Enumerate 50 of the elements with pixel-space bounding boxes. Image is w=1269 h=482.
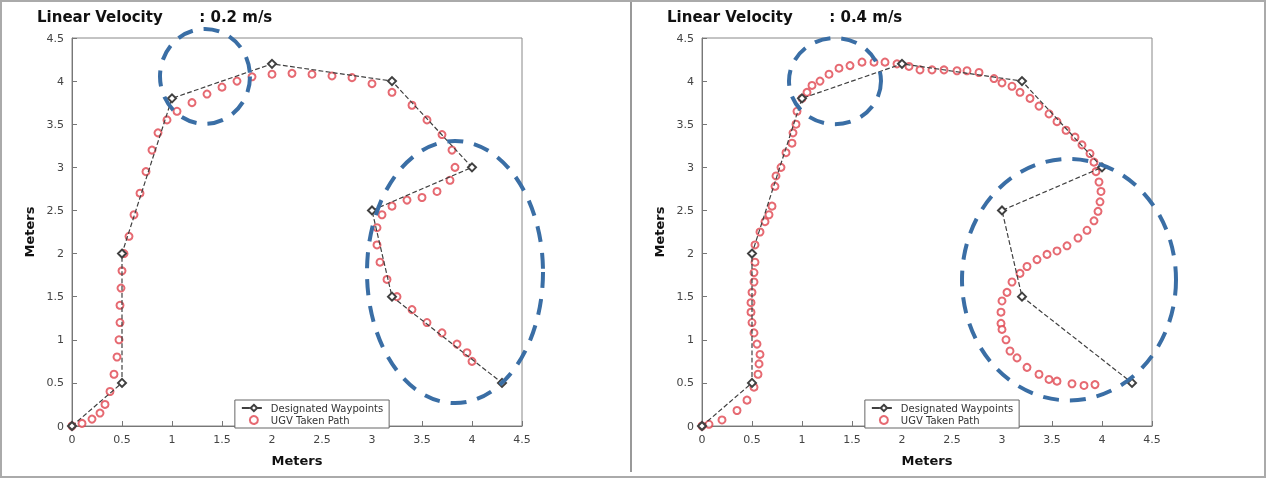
x-tick-label: 4 [468,433,476,446]
x-tick-label: 2.5 [943,433,961,446]
y-tick-label: 2.5 [676,203,694,217]
y-tick-label: 0 [57,419,64,433]
y-tick-label: 1 [687,333,694,347]
y-tick-label: 3 [687,160,694,174]
y-tick-label: 4 [57,74,64,88]
y-tick-label: 0.5 [676,376,694,390]
x-tick-label: 3 [368,433,376,446]
y-tick-label: 0.5 [46,376,64,390]
chart-title: Linear Velocity : 0.4 m/s [667,7,903,26]
chart-title: Linear Velocity : 0.2 m/s [37,7,273,26]
x-tick-label: 2 [268,433,276,446]
x-tick-label: 0 [698,433,706,446]
x-tick-label: 2.5 [313,433,331,446]
y-tick-label: 1.5 [676,290,694,304]
x-tick-label: 2 [898,433,906,446]
y-tick-label: 2 [57,247,64,261]
y-tick-label: 2 [687,247,694,261]
y-tick-label: 3 [57,160,64,174]
x-tick-label: 4.5 [513,433,531,446]
y-tick-label: 1 [57,333,64,347]
y-tick-label: 4.5 [46,31,64,45]
x-tick-label: 3 [998,433,1006,446]
y-tick-label: 1.5 [46,290,64,304]
y-tick-label: 3.5 [46,117,64,131]
legend-label: Designated Waypoints [270,402,384,414]
x-tick-label: 1 [168,433,176,446]
legend-label: Designated Waypoints [900,402,1014,414]
x-tick-label: 3.5 [1043,433,1061,446]
x-tick-label: 0.5 [743,433,761,446]
x-tick-label: 3.5 [413,433,431,446]
y-tick-label: 0 [687,419,694,433]
x-tick-label: 4 [1098,433,1106,446]
legend-label: UGV Taken Path [900,414,980,426]
x-tick-label: 1.5 [843,433,861,446]
x-tick-label: 0.5 [113,433,131,446]
y-tick-label: 4.5 [676,31,694,45]
x-tick-label: 4.5 [1143,433,1161,446]
x-axis-title: Meters [271,453,323,468]
y-tick-label: 3.5 [676,117,694,131]
y-tick-label: 2.5 [46,203,64,217]
x-axis-title: Meters [901,453,953,468]
x-tick-label: 1.5 [213,433,231,446]
legend-label: UGV Taken Path [270,414,350,426]
y-axis-title: Meters [651,206,667,258]
y-tick-label: 4 [687,74,694,88]
x-tick-label: 1 [798,433,806,446]
x-tick-label: 0 [68,433,76,446]
y-axis-title: Meters [21,206,37,258]
